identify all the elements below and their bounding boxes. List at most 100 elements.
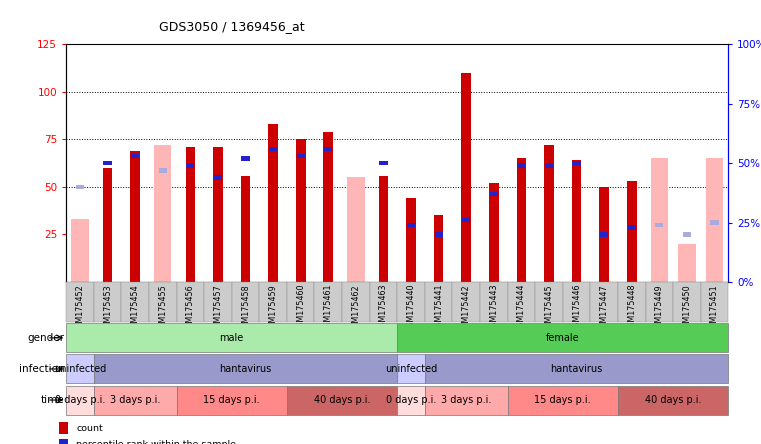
FancyBboxPatch shape xyxy=(397,354,425,384)
Text: GSM175453: GSM175453 xyxy=(103,284,112,333)
FancyBboxPatch shape xyxy=(342,282,370,322)
Bar xyxy=(130,151,140,282)
Text: GSM175451: GSM175451 xyxy=(710,284,719,333)
Text: GSM175444: GSM175444 xyxy=(517,284,526,333)
Text: time: time xyxy=(41,395,65,405)
Text: GSM175448: GSM175448 xyxy=(627,284,636,333)
Bar xyxy=(103,161,112,166)
Bar xyxy=(434,215,444,282)
Text: GSM175455: GSM175455 xyxy=(158,284,167,333)
FancyBboxPatch shape xyxy=(66,385,94,415)
Text: GSM175442: GSM175442 xyxy=(462,284,471,333)
FancyBboxPatch shape xyxy=(122,282,149,322)
FancyBboxPatch shape xyxy=(231,282,260,322)
FancyBboxPatch shape xyxy=(314,282,342,322)
FancyBboxPatch shape xyxy=(397,282,425,322)
Text: GSM175462: GSM175462 xyxy=(352,284,361,333)
Bar xyxy=(347,178,365,282)
Bar xyxy=(76,185,84,189)
Text: GSM175458: GSM175458 xyxy=(241,284,250,333)
Text: count: count xyxy=(76,424,103,432)
Text: GSM175456: GSM175456 xyxy=(186,284,195,333)
FancyBboxPatch shape xyxy=(480,282,508,322)
Text: hantavirus: hantavirus xyxy=(219,364,272,374)
Text: uninfected: uninfected xyxy=(385,364,437,374)
Bar xyxy=(296,139,305,282)
Bar xyxy=(489,192,498,196)
Bar xyxy=(710,220,718,225)
Text: 15 days p.i.: 15 days p.i. xyxy=(534,395,591,405)
Bar xyxy=(103,168,113,282)
Text: 3 days p.i.: 3 days p.i. xyxy=(110,395,161,405)
Text: GSM175443: GSM175443 xyxy=(489,284,498,333)
FancyBboxPatch shape xyxy=(535,282,562,322)
Text: gender: gender xyxy=(27,333,65,343)
Bar xyxy=(59,439,68,444)
Bar xyxy=(683,232,691,237)
Bar xyxy=(627,181,636,282)
FancyBboxPatch shape xyxy=(149,282,177,322)
FancyBboxPatch shape xyxy=(94,385,177,415)
Bar xyxy=(406,198,416,282)
Text: 40 days p.i.: 40 days p.i. xyxy=(645,395,702,405)
FancyBboxPatch shape xyxy=(508,282,535,322)
Bar xyxy=(407,222,416,227)
Text: hantavirus: hantavirus xyxy=(550,364,603,374)
FancyBboxPatch shape xyxy=(562,282,591,322)
FancyBboxPatch shape xyxy=(66,354,94,384)
FancyBboxPatch shape xyxy=(618,282,645,322)
FancyBboxPatch shape xyxy=(452,282,480,322)
Bar xyxy=(628,225,636,230)
Text: infection: infection xyxy=(19,364,65,374)
Text: male: male xyxy=(220,333,244,343)
FancyBboxPatch shape xyxy=(397,385,425,415)
Bar xyxy=(269,124,278,282)
Text: 15 days p.i.: 15 days p.i. xyxy=(203,395,260,405)
FancyBboxPatch shape xyxy=(370,282,397,322)
FancyBboxPatch shape xyxy=(287,385,397,415)
Bar xyxy=(297,154,305,159)
Text: 0 days p.i.: 0 days p.i. xyxy=(386,395,436,405)
Bar xyxy=(435,232,443,237)
FancyBboxPatch shape xyxy=(591,282,618,322)
Bar xyxy=(517,163,526,168)
FancyBboxPatch shape xyxy=(673,282,701,322)
FancyBboxPatch shape xyxy=(66,282,94,322)
Bar xyxy=(572,160,581,282)
Bar xyxy=(241,156,250,161)
Text: GSM175441: GSM175441 xyxy=(434,284,443,333)
Text: GSM175460: GSM175460 xyxy=(296,284,305,333)
Bar xyxy=(186,147,195,282)
Text: GSM175454: GSM175454 xyxy=(131,284,140,333)
Bar xyxy=(651,159,668,282)
Bar xyxy=(379,175,388,282)
FancyBboxPatch shape xyxy=(701,282,728,322)
Bar xyxy=(240,175,250,282)
FancyBboxPatch shape xyxy=(508,385,618,415)
Text: percentile rank within the sample: percentile rank within the sample xyxy=(76,440,236,444)
Bar xyxy=(59,422,68,434)
Bar xyxy=(517,159,526,282)
Bar xyxy=(154,145,171,282)
Text: 3 days p.i.: 3 days p.i. xyxy=(441,395,492,405)
Bar xyxy=(600,187,609,282)
FancyBboxPatch shape xyxy=(94,354,397,384)
Text: uninfected: uninfected xyxy=(54,364,106,374)
Bar xyxy=(323,132,333,282)
Text: 40 days p.i.: 40 days p.i. xyxy=(314,395,371,405)
FancyBboxPatch shape xyxy=(177,385,287,415)
Text: GSM175459: GSM175459 xyxy=(269,284,278,333)
FancyBboxPatch shape xyxy=(618,385,728,415)
Bar xyxy=(600,232,608,237)
FancyBboxPatch shape xyxy=(425,385,508,415)
Text: female: female xyxy=(546,333,580,343)
Bar xyxy=(379,161,387,166)
FancyBboxPatch shape xyxy=(260,282,287,322)
FancyBboxPatch shape xyxy=(94,282,122,322)
Bar xyxy=(269,147,277,151)
Bar xyxy=(544,145,554,282)
FancyBboxPatch shape xyxy=(425,354,728,384)
FancyBboxPatch shape xyxy=(177,282,204,322)
Bar xyxy=(705,159,723,282)
Bar xyxy=(324,147,333,151)
